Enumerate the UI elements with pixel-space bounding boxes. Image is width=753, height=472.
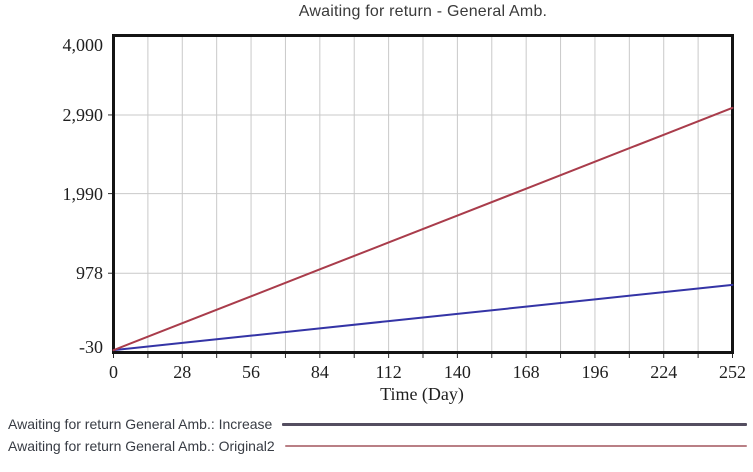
x-tick-label: 28: [173, 362, 192, 382]
y-tick-label: 2,990: [62, 104, 104, 125]
y-tick-label: -30: [79, 336, 103, 357]
y-tick-label: 978: [76, 263, 103, 284]
legend-label-original2: Awaiting for return General Amb.: Origin…: [8, 438, 275, 454]
chart-title: Awaiting for return - General Amb.: [298, 3, 548, 20]
y-tick-label: 4,000: [62, 34, 104, 55]
x-tick-label: 224: [650, 362, 678, 382]
x-tick-label: 168: [512, 362, 540, 382]
x-tick-label: 84: [310, 362, 329, 382]
y-tick-label: 1,990: [62, 183, 104, 204]
legend: Awaiting for return General Amb.: Increa…: [8, 413, 747, 457]
x-tick-label: 140: [443, 362, 471, 382]
x-tick-label: 56: [242, 362, 261, 382]
x-axis-title: Time (Day): [380, 384, 464, 404]
plot-area: [108, 34, 734, 358]
legend-line-swatch-increase: [282, 422, 747, 426]
x-tick-label: 252: [719, 362, 746, 382]
x-tick-label: 196: [581, 362, 609, 382]
x-tick-label: 112: [375, 362, 402, 382]
legend-item-increase: Awaiting for return General Amb.: Increa…: [8, 413, 747, 435]
legend-line-swatch-original2: [284, 445, 747, 447]
legend-item-original2: Awaiting for return General Amb.: Origin…: [8, 435, 747, 457]
legend-label-increase: Awaiting for return General Amb.: Increa…: [8, 416, 273, 432]
x-tick-label: 0: [109, 362, 118, 382]
